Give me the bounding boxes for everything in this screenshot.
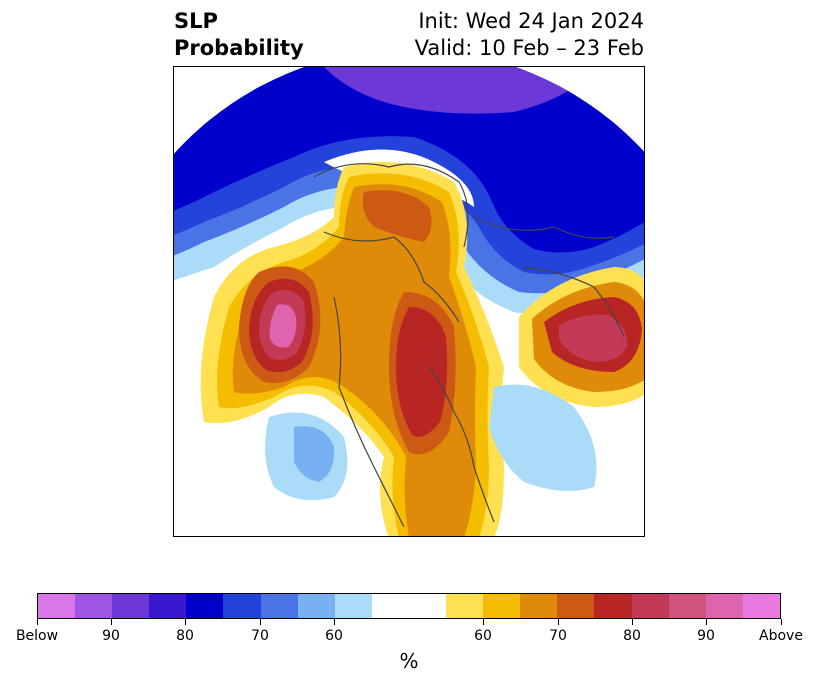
- colorbar-segment: [557, 594, 595, 618]
- colorbar-segment: [149, 594, 187, 618]
- colorbar-segment: [371, 594, 447, 618]
- init-date: Init: Wed 24 Jan 2024: [418, 9, 644, 33]
- colorbar-segment: [38, 594, 76, 618]
- colorbar-segment: [260, 594, 298, 618]
- probability-map: [173, 66, 645, 537]
- colorbar-segment: [297, 594, 335, 618]
- colorbar-tick-label: Below: [15, 628, 59, 644]
- title-variable: SLP: [174, 9, 218, 33]
- colorbar-segment: [668, 594, 706, 618]
- coastlines: [313, 163, 625, 528]
- above-region-europe-85: [559, 314, 628, 362]
- colorbar-segment: [520, 594, 558, 618]
- above-region-75: [362, 190, 432, 242]
- colorbar: [37, 593, 781, 619]
- colorbar-segment: [631, 594, 669, 618]
- colorbar-tick: [333, 619, 335, 625]
- above-region-80-c: [396, 307, 448, 437]
- colorbar-segment: [75, 594, 113, 618]
- colorbar-tick-label: 80: [176, 628, 194, 644]
- colorbar-tick: [631, 619, 633, 625]
- colorbar-tick: [780, 619, 782, 625]
- colorbar-tick-label: 60: [474, 628, 492, 644]
- colorbar-segment: [446, 594, 484, 618]
- colorbar-unit: %: [399, 649, 419, 673]
- colorbar-segment: [483, 594, 521, 618]
- colorbar-tick: [184, 619, 186, 625]
- colorbar-segment: [705, 594, 743, 618]
- colorbar-segment: [112, 594, 150, 618]
- colorbar-tick-label: 90: [102, 628, 120, 644]
- title-product: Probability: [174, 36, 304, 60]
- colorbar-segment: [223, 594, 261, 618]
- colorbar-tick: [36, 619, 38, 625]
- colorbar-segment: [742, 594, 780, 618]
- colorbar-tick: [482, 619, 484, 625]
- valid-range: Valid: 10 Feb – 23 Feb: [414, 36, 644, 60]
- colorbar-tick: [557, 619, 559, 625]
- title-left: SLP Probability: [174, 8, 304, 62]
- below-region-90: [324, 67, 594, 114]
- colorbar-segment: [186, 594, 224, 618]
- above-region-90-b: [269, 304, 297, 348]
- colorbar-tick-label: Above: [759, 628, 803, 644]
- map-svg: [174, 67, 644, 536]
- colorbar-tick-label: 70: [549, 628, 567, 644]
- title-right: Init: Wed 24 Jan 2024 Valid: 10 Feb – 23…: [415, 8, 644, 62]
- colorbar-tick-label: 70: [251, 628, 269, 644]
- colorbar-tick: [110, 619, 112, 625]
- colorbar-tick: [259, 619, 261, 625]
- below-region-80: [174, 67, 644, 253]
- colorbar-tick-label: 90: [697, 628, 715, 644]
- colorbar-segment: [594, 594, 632, 618]
- below-region-swus-60: [294, 426, 335, 482]
- colorbar-tick-label: 80: [623, 628, 641, 644]
- colorbar-tick: [705, 619, 707, 625]
- colorbar-segment: [334, 594, 372, 618]
- below-region-atlantic: [489, 384, 597, 491]
- colorbar-tick-label: 60: [325, 628, 343, 644]
